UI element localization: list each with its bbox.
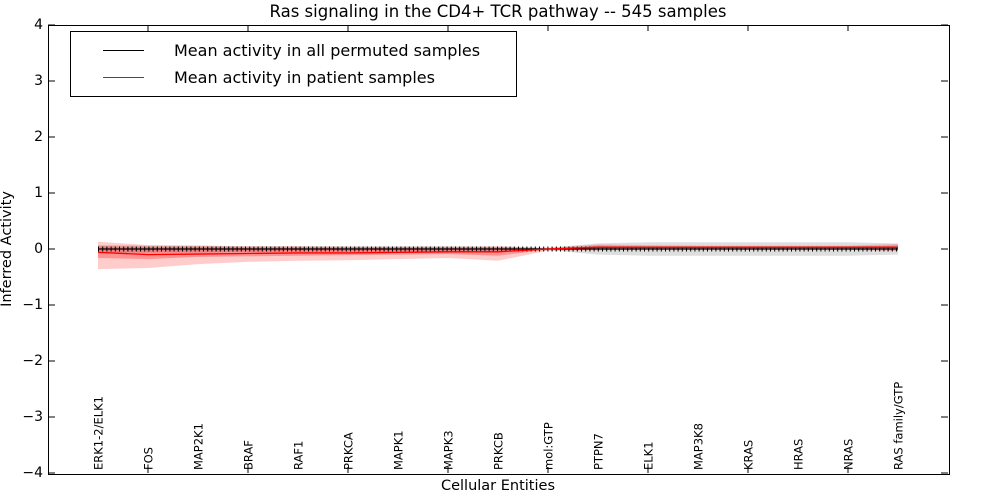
chart-title: Ras signaling in the CD4+ TCR pathway --… bbox=[269, 2, 727, 21]
x-tick-label: NRAS bbox=[842, 439, 856, 470]
permuted-line-sample bbox=[103, 49, 144, 51]
y-tick-label: 3 bbox=[34, 73, 43, 89]
x-tick-label: PRKCB bbox=[492, 432, 506, 470]
x-tick-label: MAP3K8 bbox=[692, 423, 706, 470]
legend-item-permuted: Mean activity in all permuted samples bbox=[103, 41, 516, 60]
x-tick-label: mol:GTP bbox=[542, 422, 556, 470]
x-tick-label: BRAF bbox=[242, 440, 256, 470]
y-tick-label: −4 bbox=[22, 465, 43, 481]
legend-label: Mean activity in patient samples bbox=[174, 68, 435, 88]
y-tick-label: −2 bbox=[22, 353, 43, 369]
x-tick-label: MAPK1 bbox=[392, 430, 406, 470]
y-tick-label: 4 bbox=[34, 17, 43, 33]
x-axis-label: Cellular Entities bbox=[440, 478, 556, 494]
x-tick-label: ERK1-2/ELK1 bbox=[92, 396, 106, 470]
y-tick-label: −1 bbox=[22, 297, 43, 313]
legend-item-patient: Mean activity in patient samples bbox=[103, 68, 516, 87]
x-tick-label: MAP2K1 bbox=[192, 423, 206, 470]
y-tick-label: 1 bbox=[34, 185, 43, 201]
y-tick-label: 0 bbox=[34, 241, 43, 257]
legend-label: Mean activity in all permuted samples bbox=[174, 40, 481, 60]
x-tick-label: RAF1 bbox=[292, 441, 306, 470]
x-tick-label: KRAS bbox=[742, 440, 756, 470]
y-tick-label: 2 bbox=[34, 129, 43, 145]
patient-line-sample bbox=[103, 77, 144, 79]
x-tick-label: PTPN7 bbox=[592, 433, 606, 470]
x-tick-label: FOS bbox=[142, 447, 156, 470]
x-tick-label: ELK1 bbox=[642, 441, 656, 470]
y-tick-label: −3 bbox=[22, 409, 43, 425]
x-tick-label: PRKCA bbox=[342, 432, 356, 470]
series-line-1 bbox=[97, 246, 898, 256]
x-tick-label: HRAS bbox=[792, 439, 806, 470]
chart-canvas: ERK1-2/ELK1 FOS MAP2K1 BRAF RAF1 PRKCA MAPK1 MA… bbox=[48, 24, 948, 474]
legend: Mean activity in all permuted samples Me… bbox=[70, 31, 517, 97]
x-tick-label: MAPK3 bbox=[442, 430, 456, 470]
x-tick-label: RAS family/GTP bbox=[892, 382, 906, 470]
